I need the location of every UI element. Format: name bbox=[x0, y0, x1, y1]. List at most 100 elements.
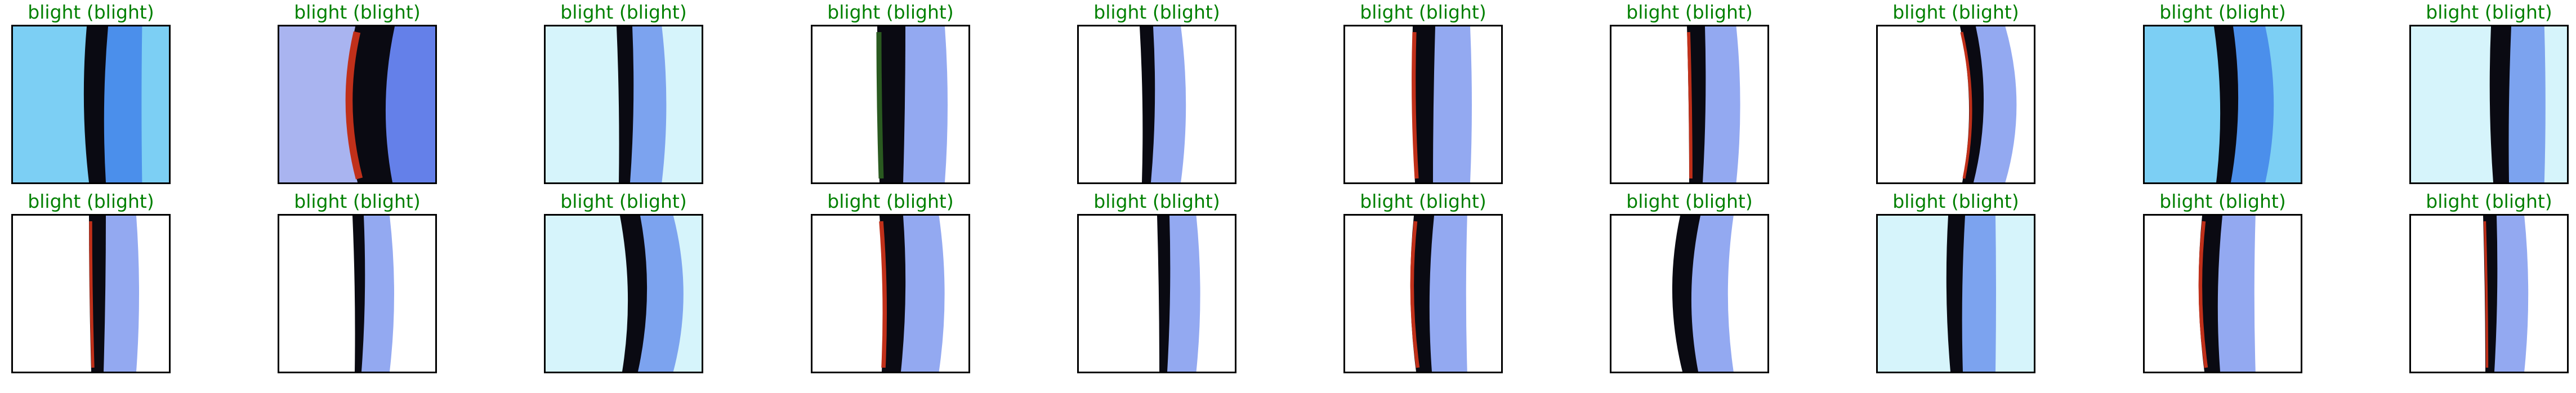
leaf-shadow bbox=[900, 26, 948, 182]
thumbnail-cell: blight (blight) bbox=[811, 189, 970, 373]
leaf-highlight bbox=[1687, 32, 1693, 179]
thumbnail-cell: blight (blight) bbox=[1077, 189, 1236, 373]
leaf-shadow bbox=[636, 216, 684, 372]
leaf-image bbox=[811, 214, 970, 373]
leaf-photo bbox=[2145, 216, 2301, 372]
leaf-stem bbox=[1412, 26, 1435, 182]
thumbnail-cell: blight (blight) bbox=[278, 189, 437, 373]
thumbnail-cell: blight (blight) bbox=[1876, 0, 2035, 184]
thumbnail-cell: blight (blight) bbox=[11, 189, 171, 373]
thumbnail-cell: blight (blight) bbox=[1343, 0, 1503, 184]
leaf-stem bbox=[352, 216, 365, 372]
thumbnail-title: blight (blight) bbox=[1093, 1, 1220, 23]
leaf-photo bbox=[2411, 216, 2567, 372]
leaf-shadow bbox=[2505, 26, 2546, 182]
thumbnail-cell: blight (blight) bbox=[278, 0, 437, 184]
photo-background bbox=[2411, 26, 2567, 182]
thumbnail-title: blight (blight) bbox=[2159, 1, 2286, 23]
leaf-highlight bbox=[1410, 221, 1420, 368]
leaf-shadow bbox=[1959, 216, 1996, 372]
thumbnail-cell: blight (blight) bbox=[544, 0, 703, 184]
leaf-image bbox=[2409, 214, 2569, 373]
leaf-image bbox=[278, 214, 437, 373]
leaf-photo bbox=[279, 26, 435, 182]
leaf-image bbox=[1876, 25, 2035, 184]
photo-background bbox=[1079, 26, 1235, 182]
leaf-highlight bbox=[2198, 221, 2208, 368]
leaf-shadow bbox=[898, 216, 945, 372]
thumbnail-title: blight (blight) bbox=[1360, 190, 1486, 212]
leaf-shadow bbox=[1167, 216, 1200, 372]
thumbnail-title: blight (blight) bbox=[1626, 190, 1753, 212]
leaf-shadow bbox=[1972, 26, 2017, 182]
leaf-photo bbox=[546, 26, 702, 182]
thumbnail-cell: blight (blight) bbox=[1343, 189, 1503, 373]
leaf-shadow bbox=[361, 216, 394, 372]
leaf-highlight bbox=[2483, 221, 2489, 368]
thumbnail-title: blight (blight) bbox=[827, 1, 954, 23]
thumbnail-title: blight (blight) bbox=[1360, 1, 1486, 23]
leaf-photo bbox=[1611, 216, 1767, 372]
leaf-image bbox=[544, 25, 703, 184]
leaf-stem bbox=[877, 26, 905, 182]
thumbnail-cell: blight (blight) bbox=[1610, 0, 1769, 184]
thumbnail-cell: blight (blight) bbox=[2143, 0, 2302, 184]
leaf-stem bbox=[1410, 216, 1434, 372]
leaf-shadow bbox=[100, 26, 142, 182]
leaf-shadow bbox=[2494, 216, 2529, 372]
leaf-highlight bbox=[1960, 32, 1972, 179]
thumbnail-title: blight (blight) bbox=[294, 190, 421, 212]
thumbnail-title: blight (blight) bbox=[2426, 1, 2552, 23]
leaf-highlight bbox=[1412, 32, 1419, 179]
leaf-stem bbox=[1157, 216, 1171, 372]
thumbnail-cell: blight (blight) bbox=[544, 189, 703, 373]
photo-background bbox=[546, 216, 702, 372]
leaf-image bbox=[1610, 25, 1769, 184]
leaf-shadow bbox=[1430, 26, 1472, 182]
leaf-stem bbox=[1946, 216, 1965, 372]
leaf-image bbox=[1876, 214, 2035, 373]
thumbnail-cell: blight (blight) bbox=[2143, 189, 2302, 373]
leaf-image bbox=[11, 214, 171, 373]
leaf-shadow bbox=[378, 26, 435, 182]
leaf-shadow bbox=[1687, 216, 1734, 372]
thumbnail-title: blight (blight) bbox=[294, 1, 421, 23]
leaf-photo bbox=[13, 216, 169, 372]
leaf-photo bbox=[1878, 26, 2034, 182]
leaf-stem bbox=[2489, 26, 2511, 182]
leaf-shadow bbox=[1150, 26, 1186, 182]
leaf-photo bbox=[1079, 216, 1235, 372]
leaf-image bbox=[2409, 25, 2569, 184]
leaf-highlight bbox=[879, 221, 887, 368]
thumbnail-cell: blight (blight) bbox=[2409, 189, 2569, 373]
thumbnail-title: blight (blight) bbox=[28, 1, 154, 23]
thumbnail-cell: blight (blight) bbox=[1610, 189, 1769, 373]
leaf-photo bbox=[1079, 26, 1235, 182]
thumbnail-title: blight (blight) bbox=[827, 190, 954, 212]
thumbnail-title: blight (blight) bbox=[28, 190, 154, 212]
leaf-shadow bbox=[1701, 26, 1740, 182]
leaf-photo bbox=[812, 216, 968, 372]
leaf-shadow bbox=[1426, 216, 1467, 372]
thumbnail-title: blight (blight) bbox=[1892, 1, 2019, 23]
leaf-photo bbox=[2411, 26, 2567, 182]
thumbnail-cell: blight (blight) bbox=[811, 0, 970, 184]
leaf-photo bbox=[279, 216, 435, 372]
leaf-shadow bbox=[2214, 216, 2256, 372]
thumbnail-title: blight (blight) bbox=[560, 190, 687, 212]
leaf-stem bbox=[620, 216, 648, 372]
photo-background bbox=[1878, 26, 2034, 182]
photo-background bbox=[1079, 216, 1235, 372]
leaf-stem bbox=[1672, 216, 1700, 372]
leaf-photo bbox=[1611, 26, 1767, 182]
thumbnail-title: blight (blight) bbox=[2159, 190, 2286, 212]
thumbnail-title: blight (blight) bbox=[1892, 190, 2019, 212]
thumbnail-cell: blight (blight) bbox=[1876, 189, 2035, 373]
leaf-highlight bbox=[345, 31, 363, 180]
leaf-image bbox=[1077, 25, 1236, 184]
leaf-shadow bbox=[102, 216, 139, 372]
leaf-image bbox=[544, 214, 703, 373]
leaf-stem bbox=[347, 26, 395, 182]
leaf-highlight bbox=[89, 221, 95, 368]
leaf-image bbox=[278, 25, 437, 184]
